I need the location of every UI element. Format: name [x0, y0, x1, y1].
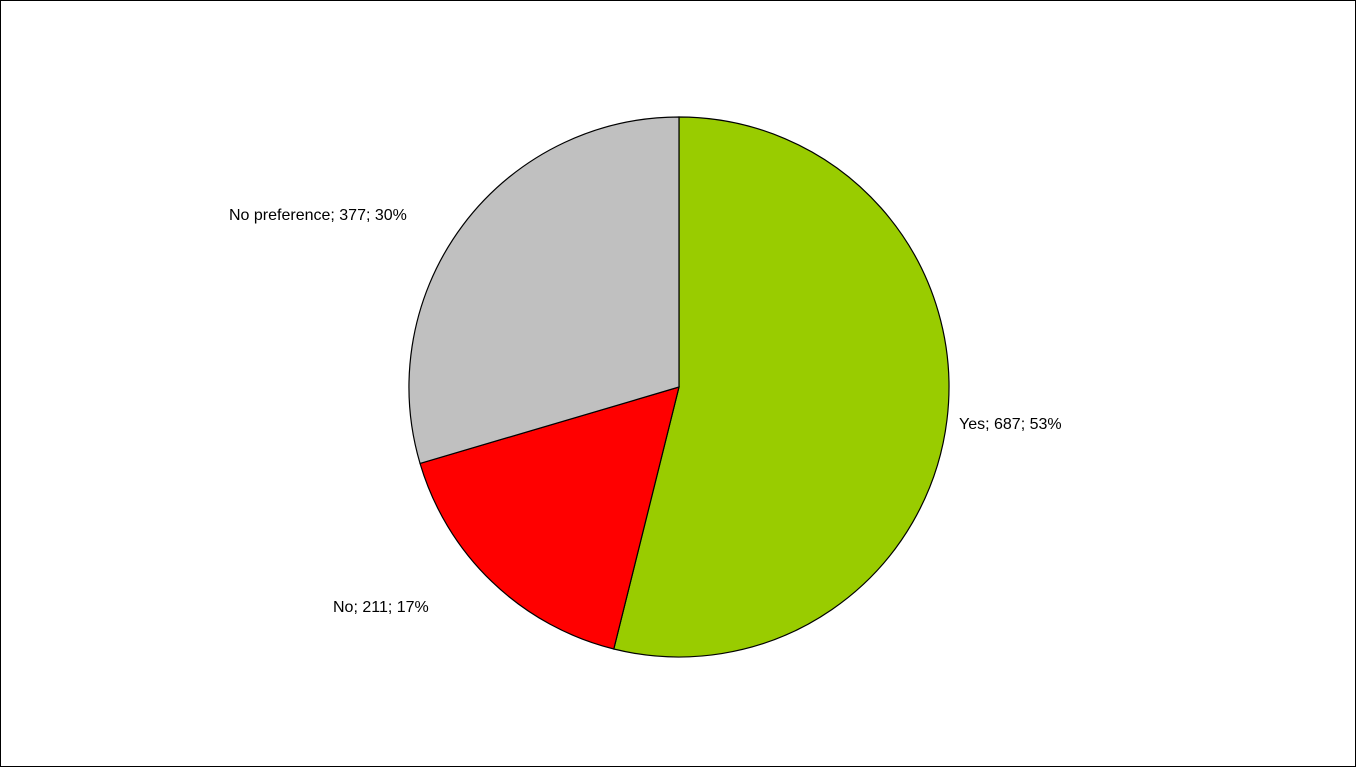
pie-slice-yes [613, 116, 950, 658]
data-label-no-preference: No preference; 377; 30% [229, 207, 407, 224]
data-label-yes: Yes; 687; 53% [959, 416, 1062, 433]
pie-data-labels: Yes; 687; 53% No; 211; 17% No preference… [229, 207, 1062, 616]
pie-slice-no [419, 386, 680, 650]
pie-slices [408, 116, 950, 658]
data-label-no: No; 211; 17% [333, 599, 429, 616]
pie-slice-no-preference [408, 116, 680, 465]
